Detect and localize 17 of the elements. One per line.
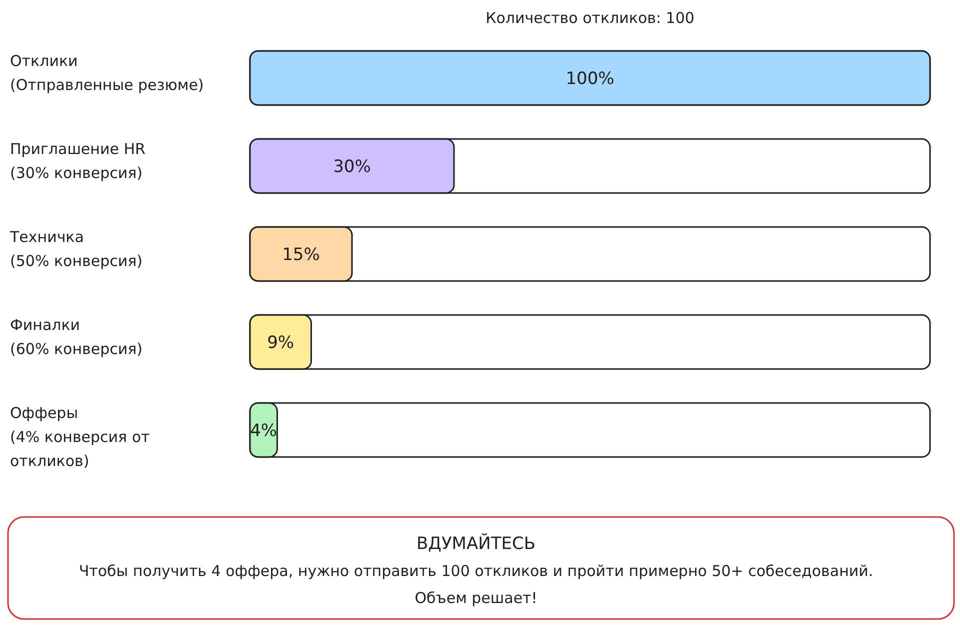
- data-label: 100%: [566, 68, 614, 89]
- y-tick-label: Отклики (Отправленные резюме): [10, 52, 204, 94]
- text: Объем решает!: [414, 589, 538, 607]
- y-tick-label: Офферы (4% конверсия от откликов): [10, 404, 150, 470]
- data-label: 9%: [267, 332, 294, 353]
- data-label: 30%: [333, 156, 371, 177]
- data-label: 4%: [250, 420, 278, 441]
- bar: [249, 138, 455, 194]
- text: Чтобы получить 4 оффера, нужно отправить 100 откликов и пройти примерно 50+ собеседований.: [78, 562, 874, 580]
- data-label: 15%: [282, 244, 320, 265]
- bar: [249, 226, 353, 282]
- y-tick-label: Техничка (50% конверсия): [9, 228, 142, 270]
- bar: [249, 314, 312, 370]
- y-tick-label: Финалки (60% конверсия): [10, 316, 142, 358]
- y-tick-label: Приглашение HR (30% конверсия): [10, 140, 146, 182]
- text: ВДУМАЙТЕСЬ: [416, 533, 536, 554]
- chart-title: Количество откликов: 100: [486, 9, 694, 27]
